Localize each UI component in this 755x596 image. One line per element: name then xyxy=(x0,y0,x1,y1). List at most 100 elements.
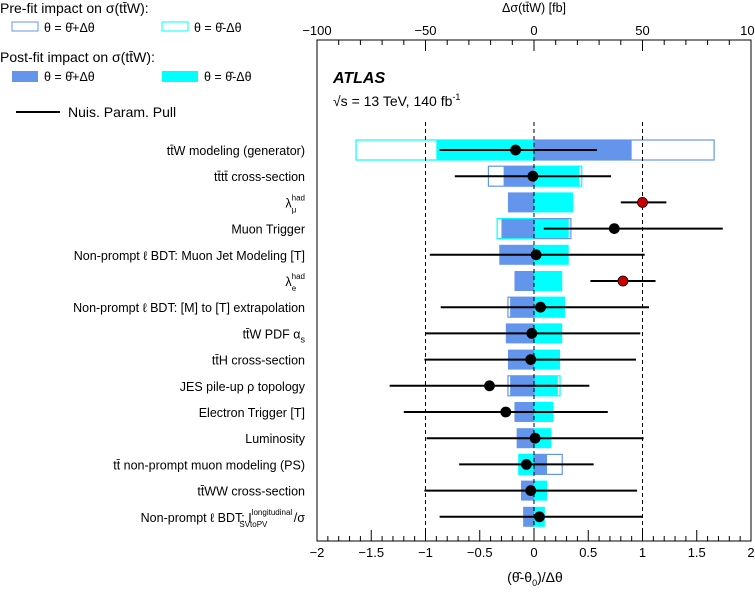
parameter-label-sub: SVtoPV xyxy=(239,520,268,529)
legend-postfit-minus-label: θ = θ̂-Δθ xyxy=(204,70,252,84)
parameter-label: tt̄H cross-section xyxy=(212,354,305,368)
top-tick-label: −100 xyxy=(302,23,331,38)
bottom-tick-label: 2 xyxy=(747,545,754,560)
legend: Pre-fit impact on σ(tt̄W): θ = θ̂+Δθ θ =… xyxy=(0,0,252,120)
pull-point xyxy=(527,170,539,182)
parameter-label-sub: e xyxy=(292,284,297,293)
parameter-label: Non-prompt ℓ BDT: Ilongitudinal SVtoPV/σ xyxy=(141,508,306,529)
bottom-tick-label: 0.5 xyxy=(579,545,597,560)
pull-point xyxy=(530,249,542,261)
parameter-label-text: Muon Trigger xyxy=(231,223,305,237)
legend-prefit-title: Pre-fit impact on σ(tt̄W): xyxy=(0,0,149,16)
parameter-label: tt̄WW cross-section xyxy=(197,485,305,499)
parameter-label: Non-prompt ℓ BDT: [M] to [T] extrapolati… xyxy=(73,301,305,315)
parameter-label: Non-prompt ℓ BDT: Muon Jet Modeling [T] xyxy=(74,249,305,263)
norm-factor-point xyxy=(617,275,629,287)
parameter-label: λhad μ xyxy=(285,193,305,214)
parameter-label-text: tt̄WW cross-section xyxy=(197,485,305,499)
postfit-plus-bar xyxy=(501,218,534,239)
parameter-label-text: Luminosity xyxy=(245,432,305,446)
pull-point xyxy=(526,327,538,339)
parameter-label: tt̄tt̄ cross-section xyxy=(214,170,305,184)
top-axis-title: Δσ(tt̄W) [fb] xyxy=(502,1,566,15)
parameter-label-text: Non-prompt ℓ BDT: Muon Jet Modeling [T] xyxy=(74,249,305,263)
parameter-label: tt̄ non-prompt muon modeling (PS) xyxy=(113,458,305,472)
bottom-tick-label: 1 xyxy=(639,545,646,560)
bottom-axis-title: (θ̂-θ0)/Δθ xyxy=(507,569,563,588)
parameter-label: tt̄W PDF αs xyxy=(243,327,306,344)
top-axis-title-part: W) [fb] xyxy=(529,1,566,15)
parameter-label-text: JES pile-up ρ topology xyxy=(180,380,306,394)
legend-postfit-plus-label: θ = θ̂+Δθ xyxy=(44,70,95,84)
parameter-label-text: tt̄H cross-section xyxy=(212,354,305,368)
bottom-axis-title-part: -θ xyxy=(520,569,533,585)
pull-point xyxy=(510,144,521,156)
pull-point xyxy=(535,301,546,313)
parameter-label-sup: longitudinal xyxy=(252,508,293,517)
parameter-label: Electron Trigger [T] xyxy=(199,406,305,420)
postfit-minus-bar xyxy=(534,271,563,291)
pull-point xyxy=(484,380,495,392)
bottom-tick-label: −2 xyxy=(310,545,325,560)
top-tick-label: 100 xyxy=(740,23,755,38)
legend-prefit-plus-label: θ = θ̂+Δθ xyxy=(44,21,95,35)
parameter-label-sup: had xyxy=(292,193,305,202)
bottom-tick-label: 0 xyxy=(530,545,537,560)
postfit-minus-bar xyxy=(534,192,574,213)
postfit-plus-bar xyxy=(507,192,534,213)
pull-point xyxy=(534,511,545,523)
energy-label: √s = 13 TeV, 140 fb-1 xyxy=(333,92,460,109)
top-tick-label: 0 xyxy=(530,23,537,38)
parameter-label: JES pile-up ρ topology xyxy=(180,380,306,394)
legend-postfit-title: Post-fit impact on σ(tt̄W): xyxy=(0,49,155,65)
parameter-label-text: Non-prompt ℓ BDT: [M] to [T] extrapolati… xyxy=(73,301,305,315)
experiment-label: ATLAS xyxy=(332,70,385,87)
legend-pull-label: Nuis. Param. Pull xyxy=(68,104,176,120)
legend-postfit-plus-swatch xyxy=(12,71,38,82)
bottom-axis-title-part: )/Δθ xyxy=(537,569,563,585)
parameter-label-text: λ xyxy=(285,275,292,289)
parameter-label-text: tt̄W PDF α xyxy=(243,327,301,341)
legend-postfit-minus-swatch xyxy=(162,71,198,82)
parameter-label: λhad e xyxy=(285,272,305,293)
bottom-tick-label: 1.5 xyxy=(688,545,706,560)
pull-point xyxy=(521,458,532,470)
parameter-label-text: λ xyxy=(285,196,292,210)
top-axis: −100 −50 0 50 100 xyxy=(302,23,755,51)
norm-factor-point xyxy=(637,196,648,208)
bottom-axis: −2 −1.5 −1 −0.5 0 0.5 1 1.5 2 xyxy=(310,530,755,560)
bottom-axis-title-part: ( xyxy=(507,569,512,585)
parameter-label-sub: μ xyxy=(292,205,297,214)
pull-point xyxy=(525,485,537,497)
bottom-tick-label: −0.5 xyxy=(467,545,493,560)
bottom-axis-title-sub: 0 xyxy=(532,578,537,588)
pull-markers xyxy=(389,144,723,523)
parameter-label-text: tt̄ non-prompt muon modeling (PS) xyxy=(113,458,305,472)
parameter-label-text: Electron Trigger [T] xyxy=(199,406,305,420)
pull-point xyxy=(529,432,541,444)
legend-prefit-minus-label: θ = θ̂-Δθ xyxy=(194,21,242,35)
top-axis-title-part: t̄ xyxy=(525,1,529,15)
parameter-label-text: Non-prompt ℓ BDT: I xyxy=(141,511,252,525)
bottom-tick-label: −1.5 xyxy=(358,545,384,560)
parameter-label: tt̄W modeling (generator) xyxy=(167,144,305,158)
postfit-plus-bar xyxy=(514,271,534,291)
energy-sup: -1 xyxy=(452,92,460,102)
parameter-label: Muon Trigger xyxy=(231,223,305,237)
top-tick-label: −50 xyxy=(414,23,436,38)
parameter-label-text: tt̄W modeling (generator) xyxy=(167,144,305,158)
parameter-label-tail: /σ xyxy=(294,511,305,525)
parameter-label: Luminosity xyxy=(245,432,305,446)
parameter-label-sup: had xyxy=(292,272,305,281)
parameter-label-sub: s xyxy=(301,334,306,344)
bottom-tick-label: −1 xyxy=(418,545,433,560)
top-tick-label: 50 xyxy=(635,23,649,38)
pull-point xyxy=(608,223,620,235)
top-axis-title-part: Δσ(t xyxy=(502,1,526,15)
energy-text: √s = 13 TeV, 140 fb xyxy=(333,93,453,109)
parameter-labels: tt̄W modeling (generator) tt̄tt̄ cross-se… xyxy=(73,144,306,529)
legend-prefit-minus-swatch xyxy=(161,21,189,32)
pull-point xyxy=(500,406,512,418)
legend-prefit-plus-swatch xyxy=(11,21,39,32)
